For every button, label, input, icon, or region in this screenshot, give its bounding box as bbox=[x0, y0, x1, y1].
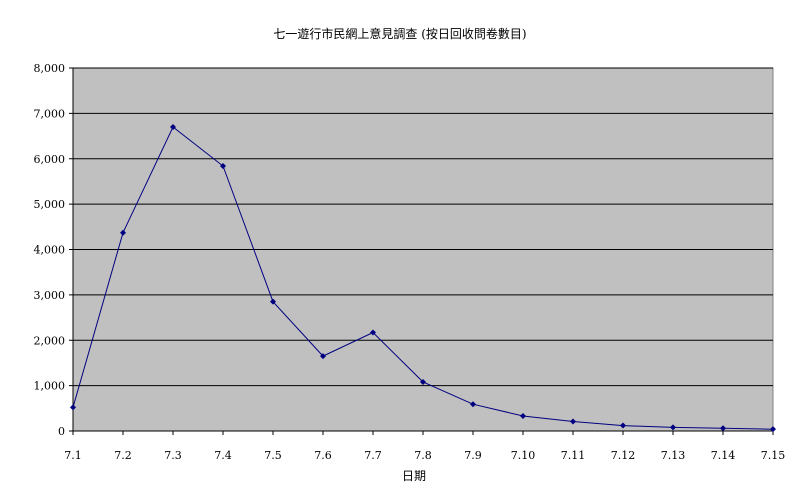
x-tick-label: 7.13 bbox=[661, 449, 686, 462]
x-tick-label: 7.6 bbox=[314, 449, 332, 462]
x-tick-label: 7.12 bbox=[611, 449, 636, 462]
x-tick-label: 7.8 bbox=[414, 449, 432, 462]
data-point bbox=[220, 163, 226, 170]
data-point bbox=[70, 404, 76, 411]
x-tick-label: 7.4 bbox=[214, 449, 232, 462]
data-point bbox=[770, 426, 776, 433]
data-point bbox=[520, 413, 526, 420]
x-tick-label: 7.3 bbox=[164, 449, 182, 462]
plot-area: 0 1,000 2,000 3,000 4,000 5,000 6,000 7,000 8,00… bbox=[34, 62, 786, 462]
data-point bbox=[320, 353, 326, 360]
x-tick-label: 7.11 bbox=[561, 449, 586, 462]
y-tick-label: 6,000 bbox=[34, 153, 66, 166]
data-point bbox=[470, 401, 476, 408]
x-tick-label: 7.10 bbox=[511, 449, 536, 462]
y-tick-label: 8,000 bbox=[34, 62, 66, 75]
x-tick-label: 7.7 bbox=[364, 449, 382, 462]
y-tick-label: 1,000 bbox=[34, 380, 66, 393]
y-tick-label: 5,000 bbox=[34, 198, 66, 211]
data-point bbox=[120, 229, 126, 236]
y-tick-label: 3,000 bbox=[34, 289, 66, 302]
data-point bbox=[670, 424, 676, 431]
x-tick-label: 7.1 bbox=[64, 449, 82, 462]
x-tick-label: 7.5 bbox=[264, 449, 282, 462]
y-tick-label: 0 bbox=[58, 425, 65, 438]
data-point bbox=[170, 123, 176, 130]
data-point bbox=[270, 298, 276, 305]
x-tick-label: 7.2 bbox=[114, 449, 132, 462]
y-tick-label: 7,000 bbox=[34, 107, 66, 120]
data-point bbox=[370, 329, 376, 336]
data-point bbox=[420, 378, 426, 385]
data-point bbox=[620, 422, 626, 429]
data-point bbox=[720, 425, 726, 432]
data-point bbox=[570, 418, 576, 425]
x-tick-label: 7.9 bbox=[464, 449, 482, 462]
x-axis-label: 日期 bbox=[402, 469, 426, 483]
y-tick-label: 4,000 bbox=[34, 244, 66, 257]
chart-title: 七一遊行市民網上意見調查 (按日回收問卷數目) bbox=[273, 26, 526, 41]
x-tick-label: 7.14 bbox=[711, 449, 736, 462]
y-tick-label: 2,000 bbox=[34, 334, 66, 347]
x-tick-label: 7.15 bbox=[761, 449, 786, 462]
